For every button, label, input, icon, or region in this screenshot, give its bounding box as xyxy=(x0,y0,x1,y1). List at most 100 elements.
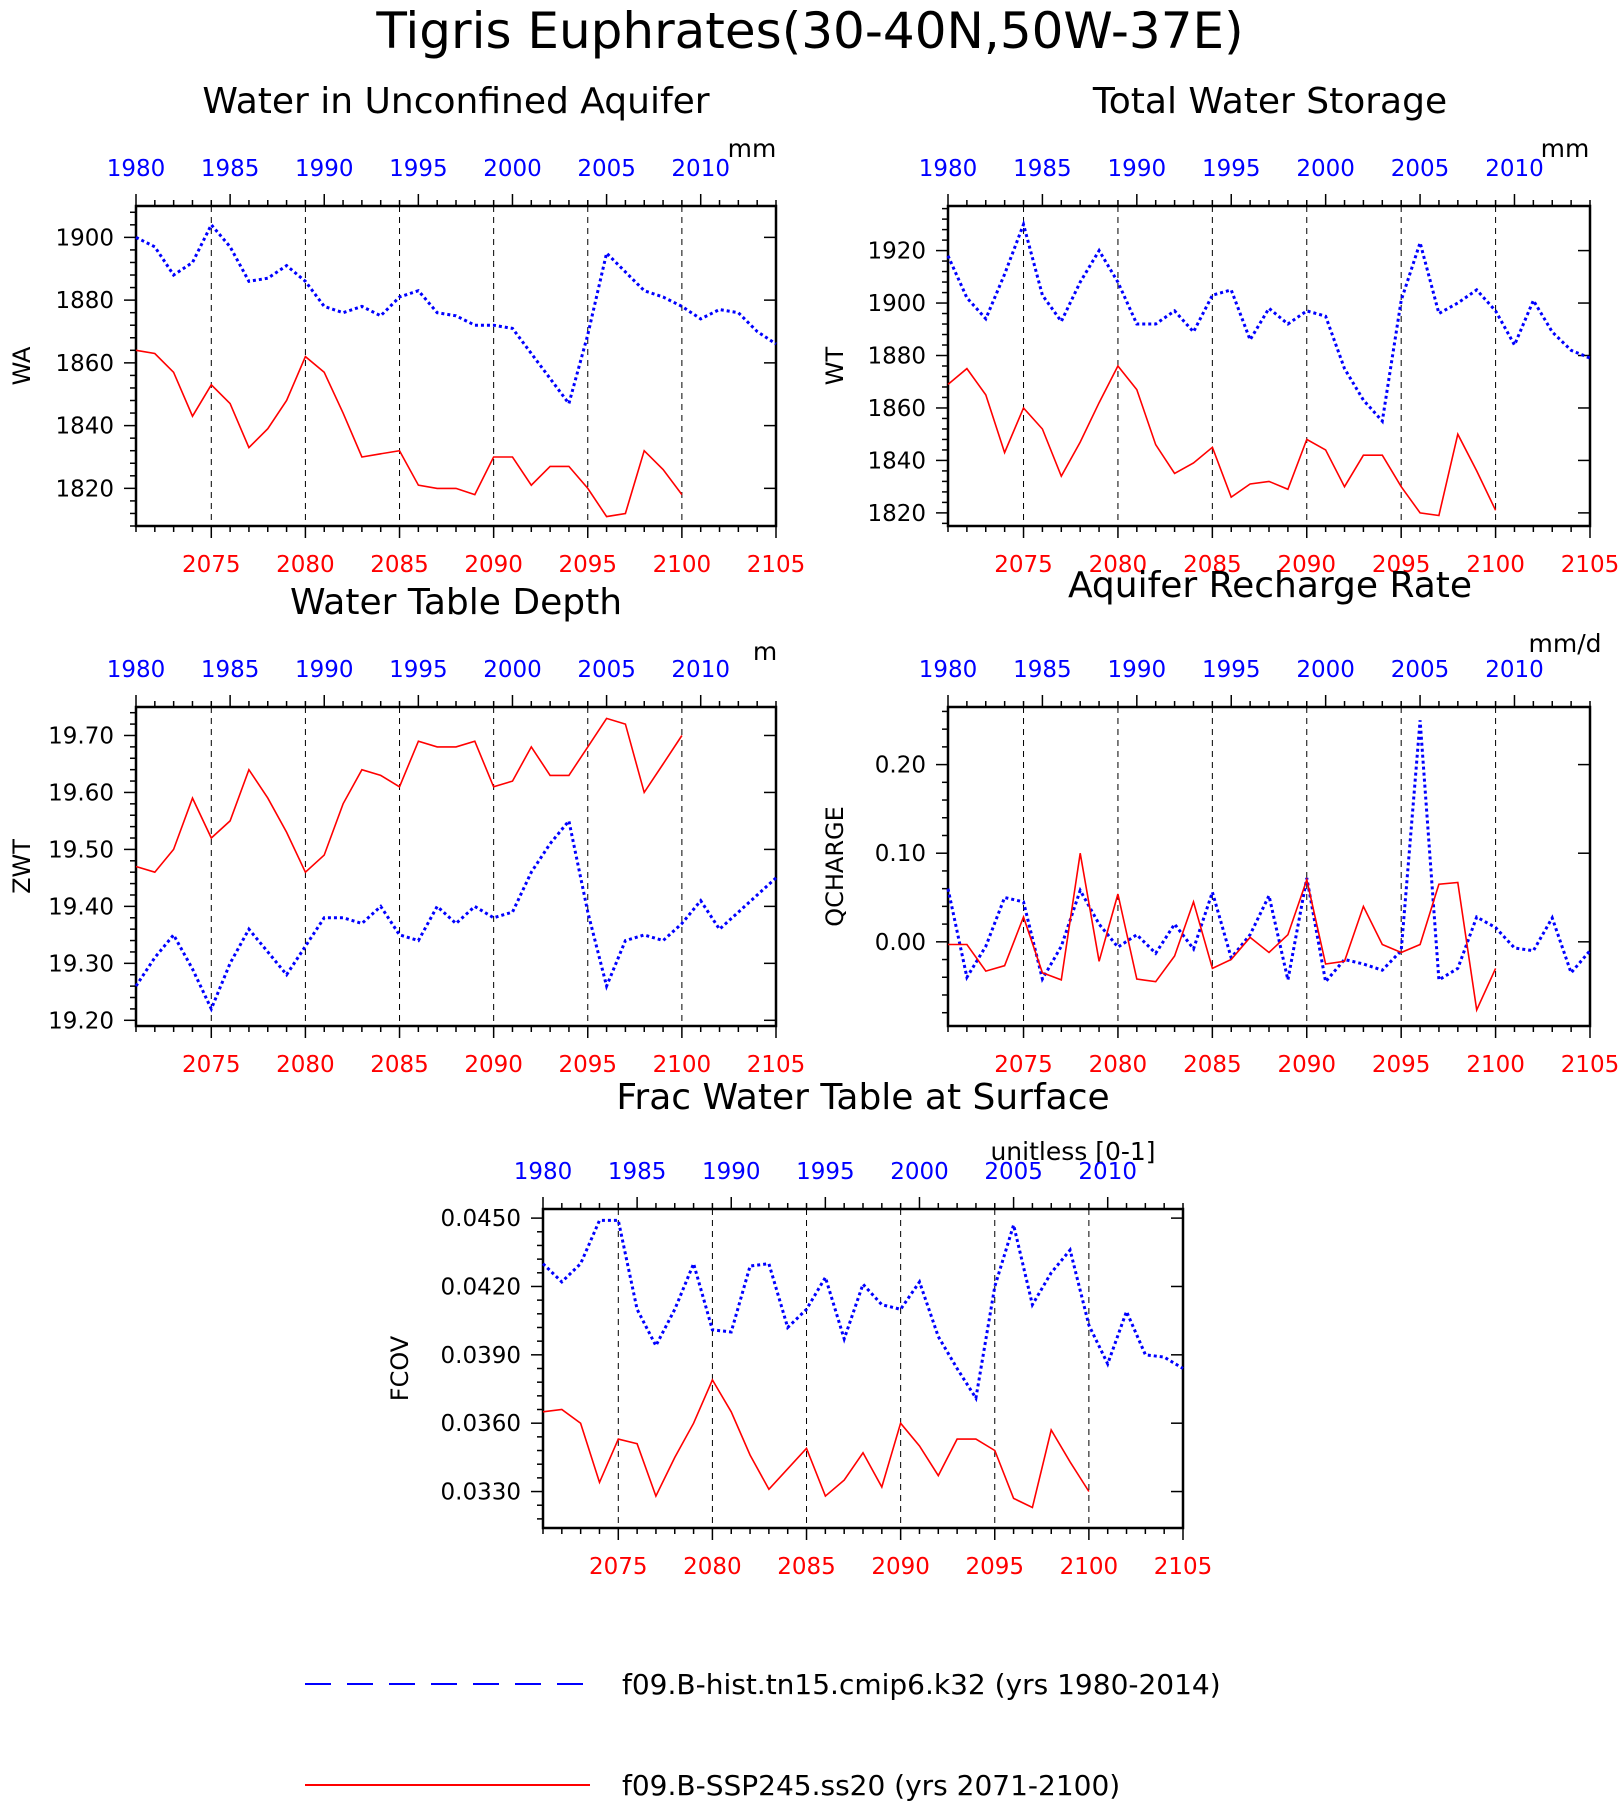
y-axis-label-zwt: ZWT xyxy=(8,839,36,894)
x-tick-label-bottom-wt: 2075 xyxy=(994,552,1053,578)
y-tick-label-wt: 1880 xyxy=(867,344,926,370)
series-line-hist-zwt xyxy=(134,817,778,1013)
panels: Water in Unconfined Aquifer mm WA 2075 2080 2… xyxy=(8,81,1619,1580)
series-line-ssp-zwt xyxy=(135,717,683,874)
series-line-hist-wa xyxy=(135,222,777,407)
panel-wt: Total Water Storage mm WT 2075 2080 2085 2090 2… xyxy=(821,81,1619,578)
x-tick-label-bottom-qcharge: 2105 xyxy=(1561,1052,1620,1078)
y-axis-label-wa: WA xyxy=(8,346,36,385)
x-tick-label-bottom-fcov: 2095 xyxy=(965,1554,1024,1580)
y-tick-label-fcov: 0.0360 xyxy=(441,1411,521,1437)
figure-title: Tigris Euphrates(30-40N,50W-37E) xyxy=(375,2,1243,60)
x-tick-label-top-fcov: 1995 xyxy=(796,1159,855,1185)
x-tick-label-top-zwt: 1995 xyxy=(389,657,448,683)
x-tick-label-bottom-wa: 2105 xyxy=(747,552,806,578)
legend-label-hist: f09.B-hist.tn15.cmip6.k32 (yrs 1980-2014… xyxy=(622,1668,1221,1701)
x-tick-label-bottom-wt: 2100 xyxy=(1466,552,1525,578)
y-tick-label-wt: 1920 xyxy=(867,239,926,265)
x-tick-label-top-fcov: 1980 xyxy=(514,1159,573,1185)
y-tick-label-fcov: 0.0390 xyxy=(441,1343,521,1369)
x-tick-label-top-wa: 1995 xyxy=(389,156,448,182)
x-tick-label-top-qcharge: 2010 xyxy=(1485,657,1544,683)
x-tick-label-bottom-fcov: 2100 xyxy=(1060,1554,1119,1580)
y-tick-label-zwt: 19.50 xyxy=(48,837,114,863)
y-tick-label-qcharge: 0.10 xyxy=(875,841,926,867)
x-tick-label-bottom-qcharge: 2100 xyxy=(1466,1052,1525,1078)
y-axis-label-wt: WT xyxy=(821,346,849,385)
y-tick-label-wt: 1860 xyxy=(867,396,926,422)
panel-units-wt: mm xyxy=(1541,134,1590,163)
x-tick-label-top-wa: 2005 xyxy=(577,156,636,182)
x-tick-label-bottom-wa: 2095 xyxy=(558,552,617,578)
panel-title-zwt: Water Table Depth xyxy=(290,582,622,623)
x-tick-label-bottom-zwt: 2090 xyxy=(464,1052,523,1078)
y-tick-label-fcov: 0.0450 xyxy=(441,1206,521,1232)
x-tick-label-top-zwt: 2000 xyxy=(483,657,542,683)
x-tick-label-top-wt: 1985 xyxy=(1013,156,1072,182)
x-tick-label-top-fcov: 1990 xyxy=(702,1159,761,1185)
x-tick-label-bottom-zwt: 2095 xyxy=(558,1052,617,1078)
series-line-hist-fcov xyxy=(541,1218,1184,1403)
y-axis-label-qcharge: QCHARGE xyxy=(821,806,849,927)
y-tick-label-wa: 1820 xyxy=(55,476,114,502)
panel-wa: Water in Unconfined Aquifer mm WA 2075 2080 2… xyxy=(8,81,805,578)
x-tick-label-bottom-qcharge: 2095 xyxy=(1372,1052,1431,1078)
x-tick-label-bottom-qcharge: 2075 xyxy=(994,1052,1053,1078)
x-tick-label-top-zwt: 1980 xyxy=(107,657,166,683)
panel-fcov: Frac Water Table at Surface unitless [0-1… xyxy=(386,1077,1212,1580)
y-tick-label-zwt: 19.40 xyxy=(48,894,114,920)
x-tick-label-top-qcharge: 1985 xyxy=(1013,657,1072,683)
series-line-ssp-fcov xyxy=(542,1378,1090,1509)
x-tick-label-top-wt: 1995 xyxy=(1202,156,1261,182)
y-tick-label-qcharge: 0.00 xyxy=(875,930,926,956)
x-tick-label-bottom-wa: 2085 xyxy=(370,552,429,578)
x-tick-label-bottom-fcov: 2075 xyxy=(589,1554,648,1580)
x-tick-label-bottom-wt: 2085 xyxy=(1183,552,1242,578)
y-tick-label-qcharge: 0.20 xyxy=(875,753,926,779)
y-tick-label-wa: 1840 xyxy=(55,414,114,440)
x-tick-label-top-wa: 2000 xyxy=(483,156,542,182)
x-tick-label-bottom-qcharge: 2090 xyxy=(1277,1052,1336,1078)
y-tick-label-wt: 1820 xyxy=(867,501,926,527)
y-tick-label-wa: 1880 xyxy=(55,288,114,314)
x-tick-label-top-qcharge: 1995 xyxy=(1202,657,1261,683)
x-tick-label-top-fcov: 2005 xyxy=(984,1159,1043,1185)
panel-units-qcharge: mm/d xyxy=(1529,629,1602,658)
x-tick-label-bottom-fcov: 2085 xyxy=(777,1554,836,1580)
x-tick-label-top-fcov: 2000 xyxy=(890,1159,949,1185)
x-tick-label-bottom-fcov: 2105 xyxy=(1154,1554,1213,1580)
x-tick-label-bottom-wa: 2090 xyxy=(464,552,523,578)
x-tick-label-bottom-wt: 2090 xyxy=(1277,552,1336,578)
y-tick-label-zwt: 19.70 xyxy=(48,723,114,749)
x-tick-label-top-fcov: 2010 xyxy=(1078,1159,1137,1185)
x-tick-label-bottom-wt: 2080 xyxy=(1089,552,1148,578)
series-line-ssp-qcharge xyxy=(948,853,1497,1013)
legend: f09.B-hist.tn15.cmip6.k32 (yrs 1980-2014… xyxy=(305,1668,1221,1802)
x-tick-label-top-qcharge: 1980 xyxy=(919,657,978,683)
x-tick-label-top-zwt: 1985 xyxy=(201,657,260,683)
x-tick-label-bottom-zwt: 2075 xyxy=(182,1052,241,1078)
panel-qcharge: Aquifer Recharge Rate mm/d QCHARGE 2075 2080… xyxy=(821,565,1619,1078)
panel-units-fcov: unitless [0-1] xyxy=(990,1137,1155,1166)
y-tick-label-zwt: 19.30 xyxy=(48,951,114,977)
y-tick-label-wt: 1840 xyxy=(867,448,926,474)
y-tick-label-fcov: 0.0420 xyxy=(441,1274,521,1300)
panel-title-wa: Water in Unconfined Aquifer xyxy=(202,81,709,122)
y-tick-label-wt: 1900 xyxy=(867,291,926,317)
x-tick-label-bottom-zwt: 2080 xyxy=(276,1052,335,1078)
x-tick-label-bottom-zwt: 2085 xyxy=(370,1052,429,1078)
x-tick-label-top-qcharge: 2005 xyxy=(1391,657,1450,683)
x-tick-label-top-wt: 2005 xyxy=(1391,156,1450,182)
panel-title-qcharge: Aquifer Recharge Rate xyxy=(1068,565,1472,606)
series-line-ssp-wt xyxy=(947,364,1497,517)
series-line-ssp-wa xyxy=(135,349,683,518)
y-tick-label-fcov: 0.0330 xyxy=(441,1480,521,1506)
x-tick-label-bottom-wa: 2075 xyxy=(182,552,241,578)
x-tick-label-top-zwt: 2005 xyxy=(577,657,636,683)
x-tick-label-top-wa: 2010 xyxy=(671,156,730,182)
panel-units-wa: mm xyxy=(728,134,777,163)
y-tick-label-zwt: 19.60 xyxy=(48,780,114,806)
series-line-hist-wt xyxy=(946,219,1591,425)
